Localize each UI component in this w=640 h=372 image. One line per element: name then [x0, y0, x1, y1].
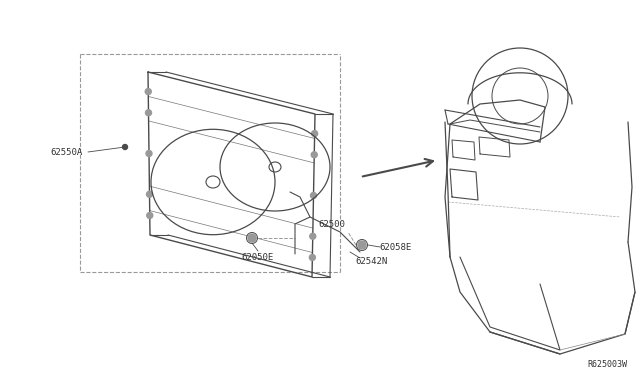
Circle shape	[309, 254, 316, 260]
Circle shape	[145, 110, 152, 116]
Circle shape	[310, 233, 316, 239]
Text: R625003W: R625003W	[587, 360, 627, 369]
Circle shape	[147, 191, 152, 197]
Text: 62550A: 62550A	[50, 148, 83, 157]
Text: 62050E: 62050E	[242, 253, 274, 263]
Circle shape	[122, 144, 127, 150]
Text: 62058E: 62058E	[380, 243, 412, 251]
Circle shape	[146, 151, 152, 157]
Text: 62500: 62500	[319, 219, 346, 228]
Circle shape	[310, 192, 317, 199]
Circle shape	[312, 131, 317, 137]
Text: 62542N: 62542N	[356, 257, 388, 266]
Circle shape	[145, 89, 151, 94]
Circle shape	[248, 234, 256, 242]
Circle shape	[311, 152, 317, 158]
Circle shape	[147, 212, 153, 218]
Circle shape	[358, 241, 366, 249]
